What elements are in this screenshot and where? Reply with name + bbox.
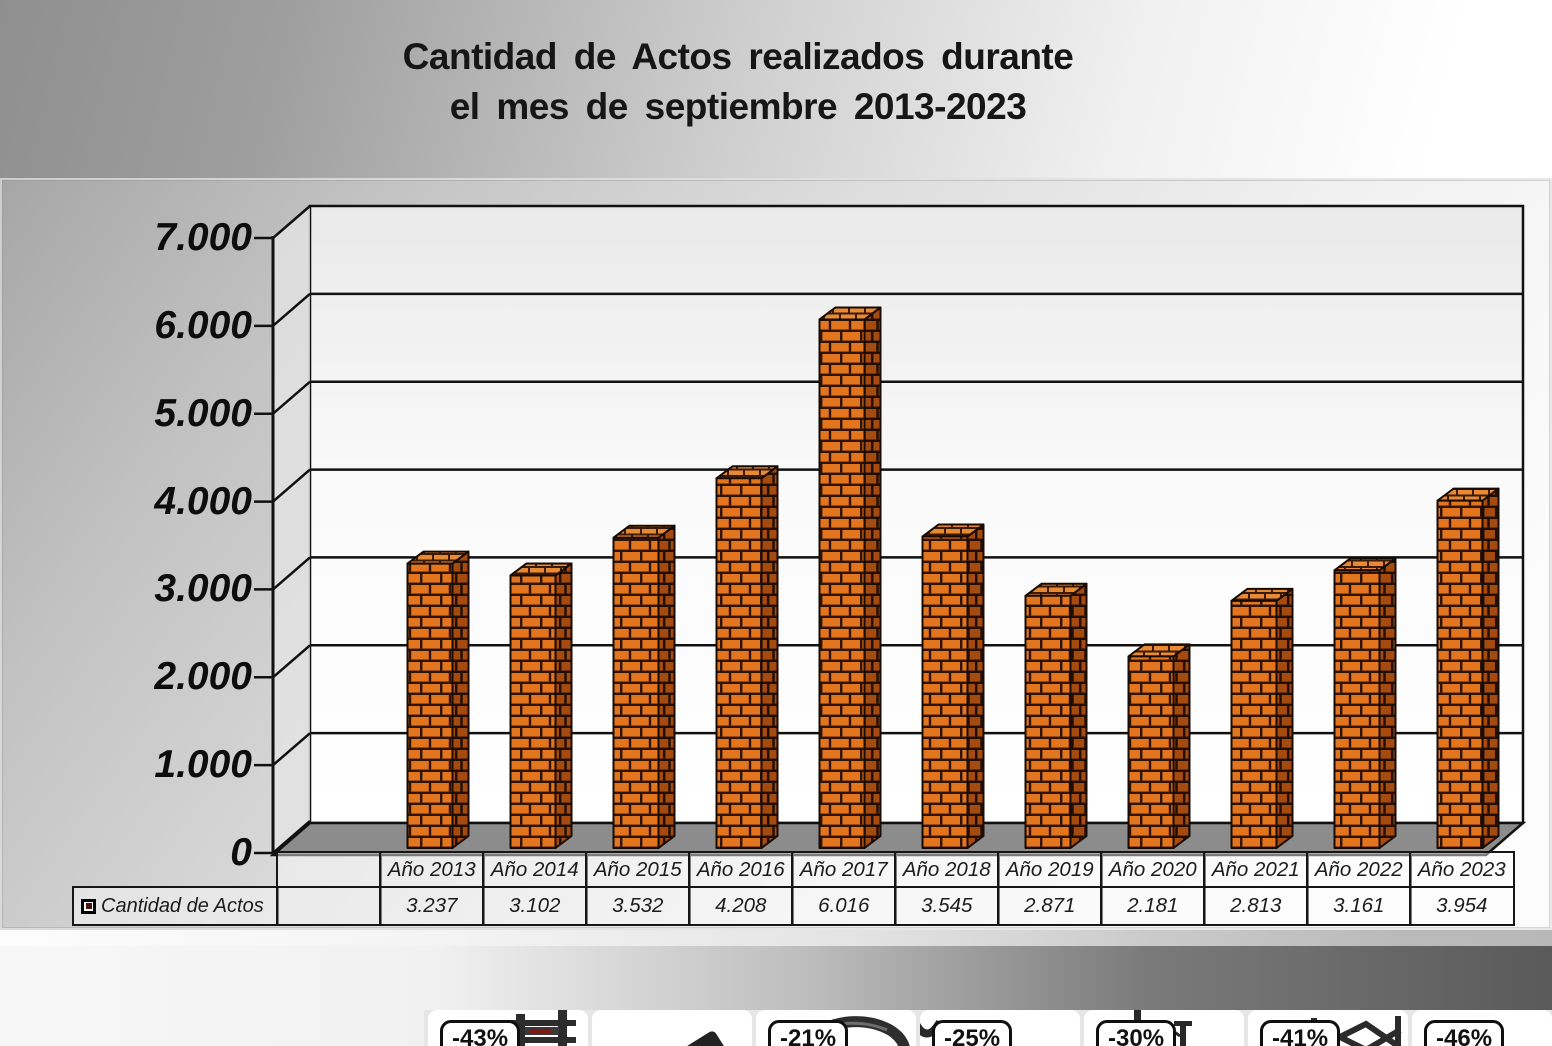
table-header-cell: Año 2023 [1409, 851, 1515, 888]
chart-title-line2: el mes de septiembre 2013-2023 [449, 86, 1027, 127]
promo-card[interactable] [592, 1010, 752, 1046]
background-top-gradient [0, 0, 1552, 182]
promo-card[interactable]: -43% [428, 1010, 588, 1046]
gridline-connector [272, 556, 311, 591]
table-value-cell: 3.545 [894, 886, 1000, 926]
bar-front-face [921, 535, 969, 849]
y-axis-label: 6.000 [154, 303, 252, 347]
bar-side-face [1069, 582, 1088, 849]
gridline-connector [272, 468, 311, 503]
y-axis-label: 0 [230, 830, 252, 874]
table-value-cell: 3.532 [585, 886, 691, 926]
discount-badge: -25% [932, 1020, 1013, 1046]
product-image [661, 1031, 726, 1046]
bar-side-face [554, 562, 573, 849]
bar-side-face [657, 524, 676, 849]
y-axis-label: 2.000 [154, 655, 252, 699]
plot-floor [269, 821, 1527, 857]
bar-front-face [1230, 599, 1278, 849]
bar-año-2018 [921, 523, 985, 849]
discount-badge: -43% [440, 1020, 521, 1046]
bar-side-face [1172, 643, 1191, 849]
gridline-connector [272, 292, 311, 327]
bar-front-face [612, 536, 660, 849]
table-value-cell: 3.102 [482, 886, 588, 926]
promo-card[interactable]: -25% [920, 1010, 1080, 1046]
gridline-connector [272, 820, 311, 854]
bar-año-2014 [509, 562, 573, 849]
legend-key-icon [81, 898, 96, 914]
bar-año-2021 [1230, 587, 1294, 849]
bar-side-face [1378, 557, 1397, 849]
y-axis-label: 4.000 [154, 479, 252, 523]
chart-panel: 7.000 6.000 5.000 4.000 3.000 2.000 1.000 0 Can… [0, 178, 1552, 930]
chart-title-line1: Cantidad de Actos realizados durante [402, 36, 1074, 77]
bar-año-2023 [1436, 487, 1500, 849]
bar-front-face [1127, 655, 1175, 849]
discount-badge: -21% [768, 1020, 849, 1046]
table-header-empty-cell [276, 851, 382, 888]
table-value-cell: 2.181 [1100, 886, 1206, 926]
gridline-connector [272, 732, 311, 767]
table-header-cell: Año 2019 [997, 851, 1103, 888]
table-value-cell: 6.016 [791, 886, 897, 926]
plot-left-wall [273, 206, 310, 855]
bar-año-2013 [406, 550, 470, 849]
y-axis-label: 5.000 [154, 391, 252, 435]
gridline-connector [272, 205, 311, 239]
table-header-cell: Año 2016 [688, 851, 794, 888]
bar-side-face [966, 523, 985, 849]
table-value-cell: 2.871 [997, 886, 1103, 926]
discount-badge: -41% [1260, 1020, 1341, 1046]
bar-side-face [863, 306, 882, 849]
table-header-cell: Año 2014 [482, 851, 588, 888]
table-value-cell: 3.954 [1409, 886, 1515, 926]
table-value-empty-cell [276, 886, 382, 926]
bar-año-2017 [818, 306, 882, 850]
y-axis-label: 3.000 [154, 567, 252, 611]
bar-front-face [406, 562, 454, 849]
table-value-cell: 2.813 [1203, 886, 1309, 926]
gridline-connector [272, 644, 311, 679]
legend-label: Cantidad de Actos [101, 894, 264, 917]
bar-front-face [1333, 569, 1381, 849]
bar-front-face [1024, 594, 1072, 849]
plot-3d-svg [254, 204, 1527, 857]
promo-card[interactable]: -21% [756, 1010, 916, 1046]
chart-title: Cantidad de Actos realizados durante el … [0, 32, 1514, 132]
table-header-cell: Año 2018 [894, 851, 1000, 888]
table-value-cell: 4.208 [688, 886, 794, 926]
legend-cell: Cantidad de Actos [72, 886, 279, 926]
table-header-cell: Año 2013 [379, 851, 485, 888]
table-header-cell: Año 2015 [585, 851, 691, 888]
table-header-cell: Año 2017 [791, 851, 897, 888]
table-header-cell: Año 2022 [1306, 851, 1412, 888]
y-axis-label: 1.000 [154, 743, 252, 787]
table-value-cell: 3.237 [379, 886, 485, 926]
promo-card[interactable]: -46% [1412, 1010, 1552, 1046]
bar-año-2015 [612, 524, 676, 849]
bar-side-face [760, 465, 779, 849]
table-header-cell: Año 2020 [1100, 851, 1206, 888]
bar-front-face [1436, 499, 1484, 849]
bar-año-2016 [715, 465, 779, 849]
bar-año-2020 [1127, 643, 1191, 849]
bar-año-2019 [1024, 582, 1088, 849]
y-axis-label: 7.000 [154, 216, 252, 259]
bar-side-face [451, 550, 470, 849]
bar-front-face [818, 318, 866, 850]
bar-front-face [509, 574, 557, 849]
gridline-connector [272, 380, 311, 415]
table-header-cell: Año 2021 [1203, 851, 1309, 888]
table-value-cell: 3.161 [1306, 886, 1412, 926]
bar-side-face [1481, 487, 1500, 849]
bar-side-face [1275, 587, 1294, 849]
bar-front-face [715, 477, 763, 849]
discount-badge: -46% [1424, 1020, 1505, 1046]
discount-badge: -30% [1096, 1020, 1177, 1046]
promo-card[interactable]: -30% [1084, 1010, 1244, 1046]
bar-año-2022 [1333, 557, 1397, 849]
promo-card[interactable]: -41% [1248, 1010, 1408, 1046]
